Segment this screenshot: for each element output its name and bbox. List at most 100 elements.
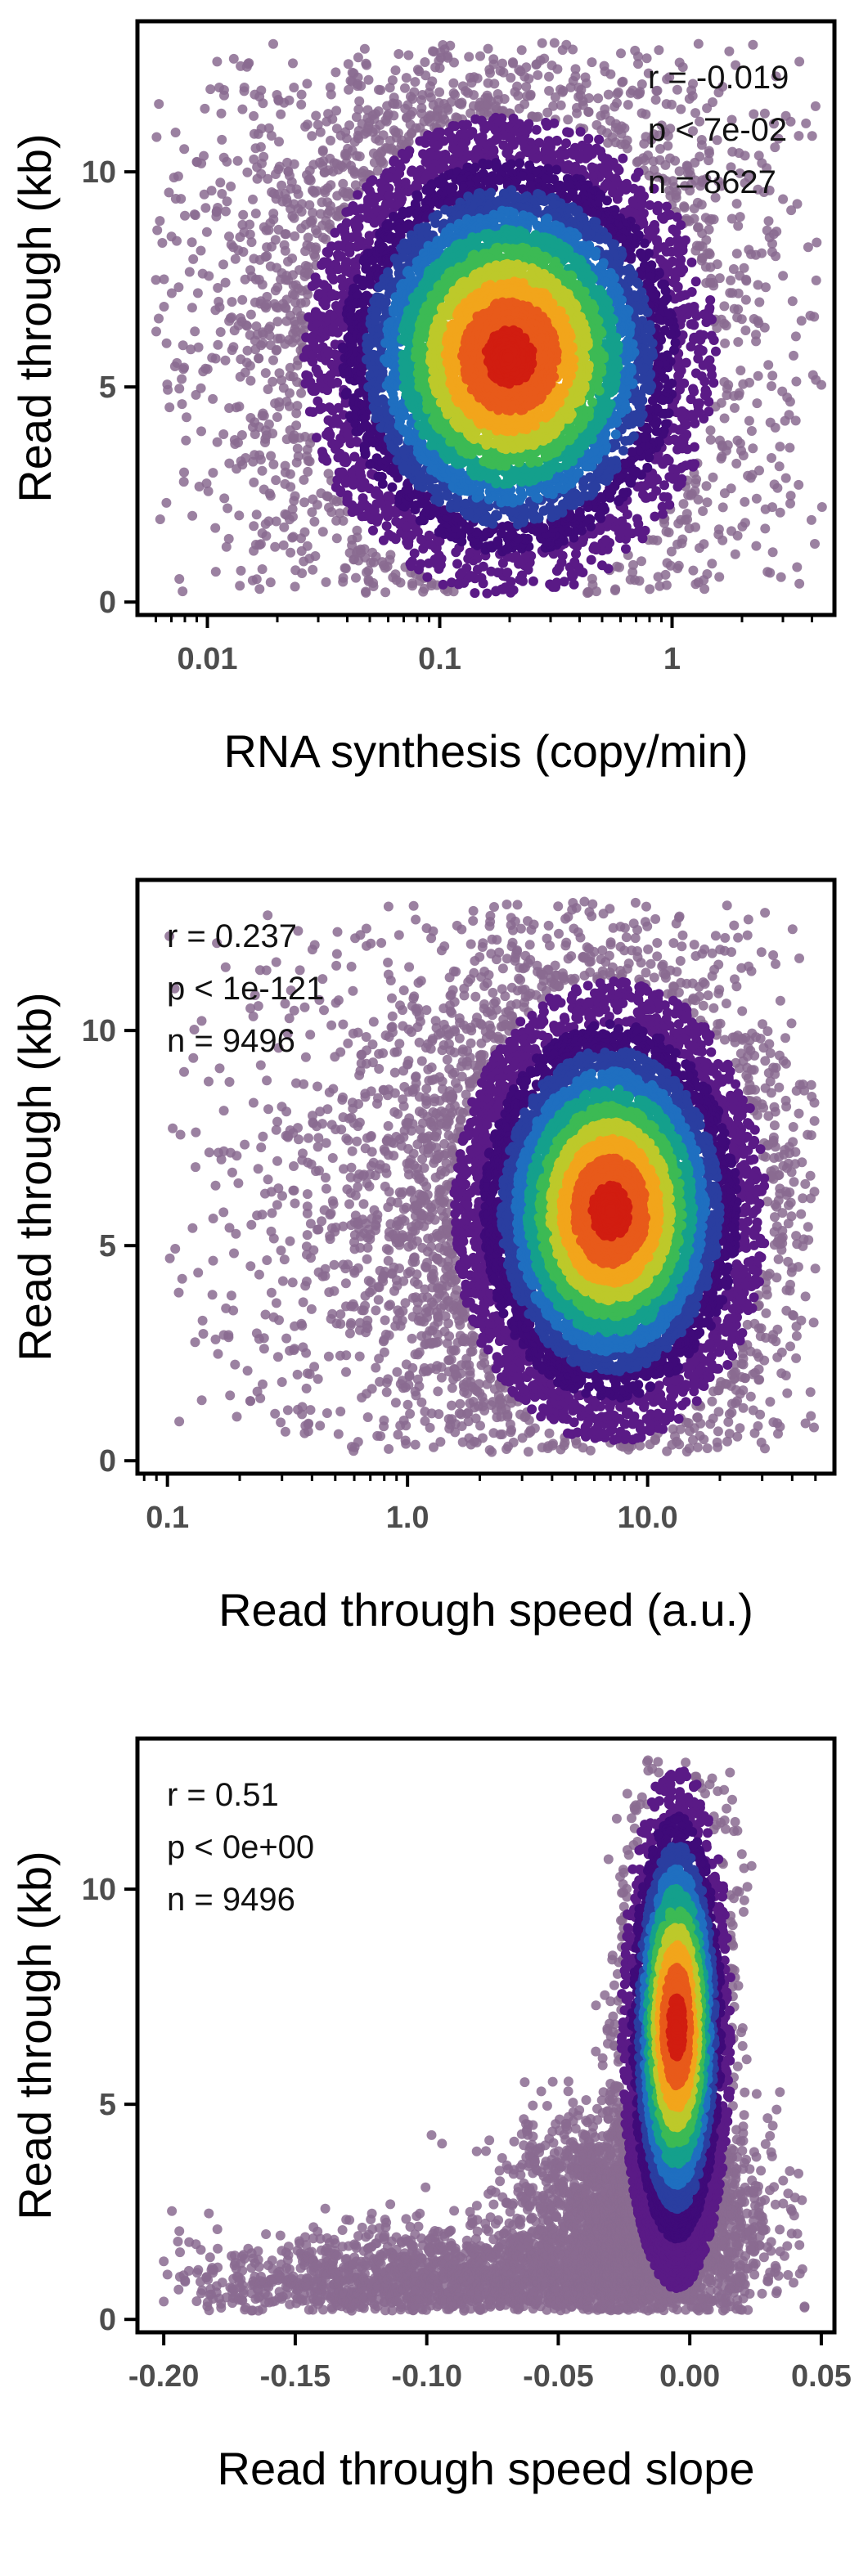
data-point: [311, 110, 322, 121]
data-point: [228, 342, 239, 352]
data-point: [713, 88, 724, 98]
data-point: [733, 221, 744, 231]
data-point: [155, 216, 165, 227]
data-point: [735, 212, 745, 222]
data-point: [309, 516, 320, 527]
data-point: [729, 391, 740, 402]
data-point: [636, 79, 647, 89]
data-point: [684, 523, 695, 534]
points-layer: [151, 38, 827, 599]
data-point: [693, 38, 704, 49]
data-point: [257, 465, 268, 476]
data-point: [310, 551, 321, 561]
data-point: [686, 341, 696, 352]
data-point: [288, 532, 299, 542]
data-point: [368, 525, 378, 536]
data-point: [268, 38, 278, 49]
data-point: [738, 379, 749, 389]
data-point: [224, 458, 235, 469]
data-point: [180, 210, 190, 221]
data-point: [265, 321, 275, 332]
data-point: [151, 132, 162, 142]
data-point: [227, 312, 237, 323]
data-point: [172, 357, 182, 368]
data-point: [716, 453, 726, 464]
data-point: [651, 86, 662, 96]
data-point: [320, 187, 331, 198]
data-point: [639, 138, 650, 149]
data-point: [221, 206, 231, 217]
data-point: [306, 218, 317, 228]
data-point: [594, 134, 605, 145]
data-point: [690, 245, 701, 256]
data-point: [297, 199, 307, 209]
data-point: [177, 374, 187, 384]
data-point: [729, 303, 740, 314]
data-point: [631, 172, 641, 182]
data-point: [549, 38, 560, 48]
data-point: [494, 175, 505, 186]
data-point: [262, 299, 272, 310]
data-point: [557, 45, 568, 56]
data-point: [201, 227, 212, 237]
data-point: [234, 402, 245, 412]
data-point: [257, 280, 268, 289]
data-point: [785, 442, 795, 453]
data-point: [449, 57, 459, 68]
data-point: [502, 521, 513, 532]
data-point: [627, 567, 638, 577]
data-point: [562, 127, 573, 137]
data-point: [724, 46, 735, 56]
data-point: [434, 63, 445, 74]
data-point: [707, 559, 717, 569]
data-point: [570, 64, 581, 74]
data-point: [219, 493, 230, 504]
data-point: [245, 361, 255, 371]
data-point: [786, 205, 797, 216]
data-point: [775, 507, 785, 518]
data-point: [683, 490, 694, 500]
data-point: [661, 419, 672, 429]
data-point: [771, 71, 781, 82]
data-point: [293, 189, 304, 200]
data-point: [310, 251, 321, 262]
data-point: [155, 514, 165, 524]
data-point: [753, 184, 763, 195]
data-point: [296, 388, 307, 398]
data-point: [713, 524, 724, 535]
data-point: [531, 153, 542, 164]
data-point: [178, 340, 188, 351]
data-point: [690, 579, 701, 590]
data-point: [545, 579, 555, 590]
data-point: [801, 118, 812, 128]
data-point: [381, 521, 392, 532]
data-point: [593, 93, 604, 104]
data-point: [731, 249, 742, 259]
data-point: [636, 556, 646, 567]
data-point: [668, 224, 678, 235]
data-point: [603, 89, 614, 100]
data-point: [254, 353, 264, 364]
data-point: [693, 222, 703, 233]
data-point: [222, 196, 232, 207]
data-point: [544, 86, 555, 96]
data-point: [179, 467, 189, 478]
data-point: [572, 108, 582, 119]
data-point: [232, 155, 243, 166]
data-point: [489, 79, 500, 89]
data-point: [666, 546, 677, 557]
data-point: [660, 569, 671, 580]
data-point: [265, 577, 276, 588]
data-point: [331, 515, 342, 526]
data-point: [287, 504, 298, 514]
data-point: [605, 69, 616, 79]
data-point: [293, 451, 304, 461]
data-point: [394, 49, 404, 59]
data-point: [587, 573, 597, 584]
data-point: [238, 209, 249, 220]
data-point: [420, 57, 430, 67]
data-point: [390, 569, 401, 580]
data-point: [448, 78, 459, 88]
data-point: [223, 503, 233, 514]
data-point: [245, 229, 255, 240]
